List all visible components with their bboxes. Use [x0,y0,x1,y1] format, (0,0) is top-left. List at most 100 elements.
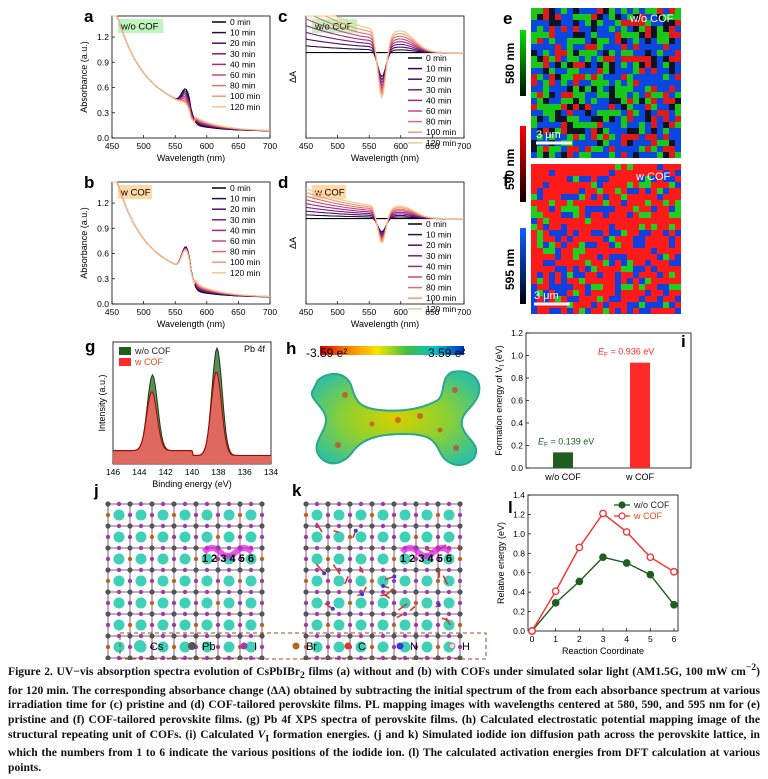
pl-pixel [645,110,651,116]
pl-pixel [537,50,543,56]
pl-pixel [579,86,585,92]
pl-pixel [567,134,573,140]
pl-pixel [591,212,597,218]
pl-pixel [609,308,615,314]
x-tick-label: 5 [648,634,653,644]
halide-atom [303,644,309,650]
pl-pixel [591,266,597,272]
pl-pixel [537,44,543,50]
pl-pixel [591,86,597,92]
pl-pixel [639,134,645,140]
pl-pixel [669,206,675,212]
pl-pixel [657,62,663,68]
pl-pixel [639,104,645,110]
pl-pixel [651,200,657,206]
pl-pixel [663,74,669,80]
pb-atom [347,523,353,529]
pl-pixel [573,176,579,182]
legend-label: 0 min [426,219,447,229]
cs-atom [201,509,213,521]
pl-pixel [543,110,549,116]
pl-pixel [555,308,561,314]
pl-pixel [567,110,573,116]
pl-pixel [573,50,579,56]
pl-pixel [537,8,543,14]
pl-pixel [615,260,621,266]
pl-pixel [531,278,537,284]
halide-atom [380,545,386,551]
pl-pixel [543,44,549,50]
cof-bond [363,586,367,592]
pl-pixel [537,122,543,128]
pl-pixel [603,92,609,98]
pl-pixel [579,38,585,44]
pb-atom [127,589,133,595]
pl-pixel [621,44,627,50]
halide-atom [116,567,122,573]
pl-pixel [579,92,585,98]
pl-pixel [663,260,669,266]
legend-atom-br [292,642,300,650]
pb-atom [303,523,309,529]
pl-pixel [591,284,597,290]
pb-atom [149,545,155,551]
pl-pixel [645,92,651,98]
pl-pixel [567,20,573,26]
pb-atom [105,523,111,529]
pl-pixel [573,236,579,242]
pb-atom [259,545,265,551]
pl-pixel [573,122,579,128]
pl-pixel [603,38,609,44]
pl-pixel [633,8,639,14]
y-axis-label-sub: I [499,365,506,367]
pl-pixel [633,38,639,44]
cof-bond [333,530,340,534]
cs-atom [333,619,345,631]
pl-pixel [663,8,669,14]
pl-pixel [579,230,585,236]
cs-atom [421,619,433,631]
halide-atom [116,523,122,529]
pl-pixel [573,212,579,218]
pl-pixel [657,224,663,230]
data-point [670,567,678,576]
pl-pixel [609,278,615,284]
pl-pixel [579,116,585,122]
legend-label: 40 min [230,59,256,69]
pl-pixel [561,164,567,170]
pl-pixel [615,224,621,230]
pl-pixel [597,98,603,104]
cs-atom [355,509,367,521]
legend-label: w/o COF [134,346,171,356]
pl-pixel [531,20,537,26]
pl-pixel [663,80,669,86]
halide-atom [248,589,254,595]
halide-atom [248,611,254,617]
pl-pixel [555,224,561,230]
pl-pixel [579,152,585,158]
pb-atom [259,523,265,529]
pl-pixel [663,86,669,92]
pl-pixel [603,122,609,128]
pl-pixel [579,224,585,230]
pl-pixel [645,272,651,278]
cs-atom [399,575,411,587]
pl-pixel [549,20,555,26]
pl-pixel [555,206,561,212]
pl-pixel [561,296,567,302]
pl-pixel [585,80,591,86]
pl-pixel [669,164,675,170]
pl-pixel [531,272,537,278]
halide-atom [215,600,221,606]
pl-pixel [597,164,603,170]
pl-pixel [669,272,675,278]
pl-pixel [543,146,549,152]
pl-pixel [579,104,585,110]
pl-pixel [597,14,603,20]
pl-pixel [621,272,627,278]
pl-pixel [537,80,543,86]
x-tick-label: 450 [299,141,313,151]
pl-pixel [537,170,543,176]
pl-pixel [555,182,561,188]
pl-pixel [621,206,627,212]
